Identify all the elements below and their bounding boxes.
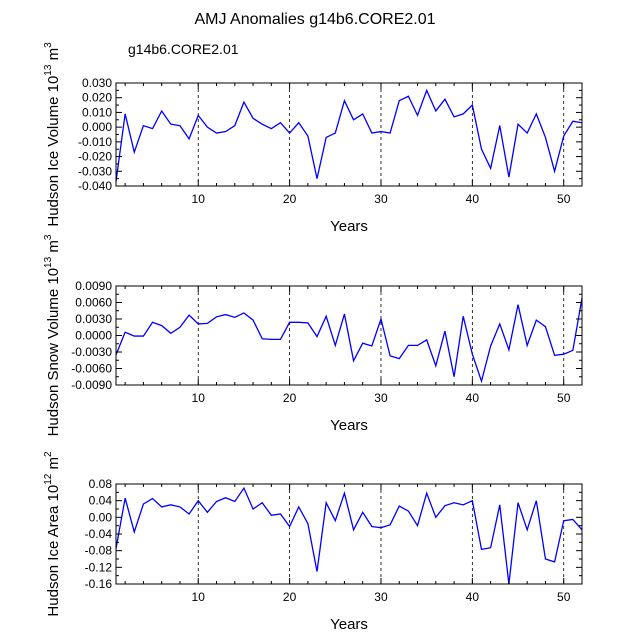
- legend-label: g14b6.CORE2.01: [128, 41, 239, 57]
- y-axis-label: Hudson Snow Volume 1013 m3: [43, 234, 62, 436]
- x-tick-label: 10: [192, 391, 206, 405]
- x-tick-label: 50: [557, 192, 571, 206]
- y-tick-label: 0.0090: [75, 279, 112, 293]
- y-tick-label: -0.020: [78, 150, 112, 164]
- x-axis-label: Years: [330, 218, 368, 235]
- x-tick-label: 20: [283, 391, 297, 405]
- x-tick-label: 30: [374, 391, 388, 405]
- series-line: [115, 486, 583, 585]
- series-line: [115, 88, 583, 182]
- chart-title: AMJ Anomalies g14b6.CORE2.01: [194, 11, 435, 28]
- y-tick-label: -0.040: [78, 179, 112, 193]
- x-tick-label: 50: [557, 391, 571, 405]
- y-tick-label: 0.0060: [75, 296, 112, 310]
- y-tick-label: -0.04: [85, 527, 113, 541]
- chart-panel-1: -0.040-0.030-0.020-0.0100.0000.0100.0200…: [43, 42, 583, 235]
- x-axis-label: Years: [330, 417, 368, 434]
- y-tick-label: 0.030: [82, 76, 112, 90]
- x-tick-label: 40: [466, 590, 480, 604]
- y-tick-label: -0.0030: [71, 345, 112, 359]
- y-tick-label: 0.0030: [75, 312, 112, 326]
- panels: -0.040-0.030-0.020-0.0100.0000.0100.0200…: [43, 42, 583, 633]
- plot-frame: [115, 483, 583, 585]
- y-tick-label: -0.08: [85, 544, 113, 558]
- x-tick-label: 40: [466, 192, 480, 206]
- x-tick-label: 30: [374, 590, 388, 604]
- x-tick-label: 20: [283, 192, 297, 206]
- chart-panel-2: -0.0090 -0.0060 -0.0030 0.0000 0.0030 0.0060 0…: [43, 234, 583, 436]
- x-tick-label: 10: [192, 192, 206, 206]
- y-tick-label: 0.00: [89, 510, 113, 524]
- y-tick-label: 0.000: [82, 120, 112, 134]
- y-axis-label: Hudson Ice Area 1012 m2: [43, 451, 62, 617]
- y-tick-label: -0.16: [85, 577, 113, 591]
- y-tick-label: -0.010: [78, 135, 112, 149]
- chart-panel-3: -0.16 -0.12 -0.08 -0.04 0.00 0.04 0.08 10 20 30 40…: [43, 451, 583, 633]
- y-tick-label: -0.0090: [71, 378, 112, 392]
- y-tick-label: 0.010: [82, 105, 112, 119]
- y-tick-label: -0.030: [78, 164, 112, 178]
- x-tick-label: 20: [283, 590, 297, 604]
- y-axis-label: Hudson Ice Volume 1013 m3: [43, 42, 62, 227]
- series-line: [115, 297, 583, 384]
- y-tick-label: -0.0060: [71, 362, 112, 376]
- x-axis-label: Years: [330, 616, 368, 633]
- y-tick-label: 0.08: [89, 477, 113, 491]
- y-tick-label: 0.020: [82, 91, 112, 105]
- y-tick-label: -0.12: [85, 560, 113, 574]
- y-tick-label: 0.0000: [75, 329, 112, 343]
- x-tick-label: 40: [466, 391, 480, 405]
- x-tick-label: 50: [557, 590, 571, 604]
- x-tick-label: 30: [374, 192, 388, 206]
- y-tick-label: 0.04: [89, 494, 113, 508]
- x-tick-label: 10: [192, 590, 206, 604]
